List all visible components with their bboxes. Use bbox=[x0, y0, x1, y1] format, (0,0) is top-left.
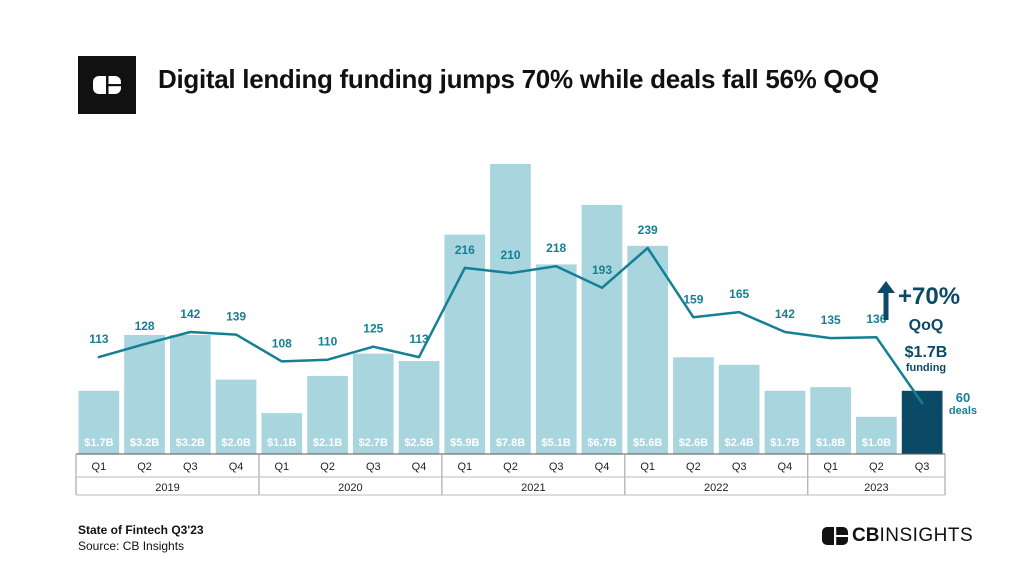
bar-5 bbox=[307, 375, 348, 454]
deals-label-11: 193 bbox=[592, 263, 612, 277]
bar-label-10: $5.1B bbox=[542, 437, 571, 449]
bar-label-6: $2.7B bbox=[359, 437, 388, 449]
year-label-2: 2021 bbox=[521, 482, 545, 494]
bar-10 bbox=[535, 264, 577, 454]
deals-label-10: 218 bbox=[546, 241, 566, 255]
bar-label-16: $1.8B bbox=[816, 437, 845, 449]
highlight-deals-label: deals bbox=[949, 405, 977, 417]
year-label-0: 2019 bbox=[155, 482, 179, 494]
year-label-3: 2022 bbox=[704, 482, 728, 494]
deals-label-6: 125 bbox=[363, 322, 383, 336]
cb-logo-icon bbox=[78, 56, 136, 114]
deals-label-9: 210 bbox=[500, 248, 520, 262]
brand-cb: CB bbox=[852, 525, 880, 546]
bar-1 bbox=[124, 335, 165, 454]
bar-2 bbox=[170, 335, 211, 454]
page-title: Digital lending funding jumps 70% while … bbox=[158, 64, 879, 94]
quarter-label-0: Q1 bbox=[92, 461, 107, 473]
year-label-1: 2020 bbox=[338, 482, 362, 494]
bar-label-1: $3.2B bbox=[130, 437, 159, 449]
bar-label-2: $3.2B bbox=[176, 437, 205, 449]
deals-label-15: 142 bbox=[775, 307, 795, 321]
bar-label-17: $1.0B bbox=[862, 437, 891, 449]
quarter-label-10: Q3 bbox=[549, 461, 564, 473]
deals-label-4: 108 bbox=[272, 336, 292, 350]
bar-12 bbox=[627, 245, 668, 454]
bar-17 bbox=[856, 416, 897, 454]
bar-label-13: $2.6B bbox=[679, 437, 708, 449]
report-title: State of Fintech Q3'23 bbox=[78, 523, 204, 537]
quarter-label-18: Q3 bbox=[915, 461, 930, 473]
deals-label-0: 113 bbox=[89, 332, 109, 346]
quarter-label-9: Q2 bbox=[503, 461, 518, 473]
year-label-4: 2023 bbox=[864, 482, 888, 494]
quarter-label-8: Q1 bbox=[457, 461, 472, 473]
highlight-period: QoQ bbox=[909, 317, 944, 334]
quarter-label-15: Q4 bbox=[778, 461, 793, 473]
bar-11 bbox=[581, 204, 623, 454]
bar-14 bbox=[718, 364, 760, 454]
deals-label-3: 139 bbox=[226, 310, 246, 324]
bar-4 bbox=[261, 413, 303, 454]
deals-label-16: 135 bbox=[821, 313, 841, 327]
deals-label-2: 142 bbox=[180, 307, 200, 321]
cb-insights-logo-icon bbox=[822, 527, 848, 545]
quarter-label-4: Q1 bbox=[274, 461, 289, 473]
deals-line bbox=[97, 246, 924, 405]
quarter-label-13: Q2 bbox=[686, 461, 701, 473]
bar-15 bbox=[764, 390, 806, 454]
bar-7 bbox=[398, 361, 440, 454]
deals-label-8: 216 bbox=[455, 243, 475, 257]
bar-8 bbox=[444, 234, 486, 454]
deals-label-12: 239 bbox=[638, 223, 658, 237]
highlight-funding-value: $1.7B bbox=[905, 344, 948, 361]
deals-label-13: 159 bbox=[683, 292, 703, 306]
quarter-label-1: Q2 bbox=[137, 461, 152, 473]
quarter-label-3: Q4 bbox=[229, 461, 244, 473]
quarter-label-17: Q2 bbox=[869, 461, 884, 473]
cb-insights-brand: CB INSIGHTS bbox=[822, 523, 973, 549]
quarter-label-5: Q2 bbox=[320, 461, 335, 473]
bar-label-8: $5.9B bbox=[450, 437, 479, 449]
deals-label-17: 136 bbox=[866, 312, 886, 326]
quarter-label-6: Q3 bbox=[366, 461, 381, 473]
bar-label-12: $5.6B bbox=[633, 437, 662, 449]
deals-label-1: 128 bbox=[135, 319, 155, 333]
highlight-funding-label: funding bbox=[906, 362, 946, 374]
bar-16 bbox=[810, 387, 851, 454]
bar-label-11: $6.7B bbox=[587, 437, 616, 449]
deals-label-7: 113 bbox=[409, 332, 429, 346]
quarter-label-2: Q3 bbox=[183, 461, 198, 473]
bar-18 bbox=[901, 390, 943, 454]
quarter-label-16: Q1 bbox=[823, 461, 838, 473]
bar-3 bbox=[215, 379, 257, 454]
source-note: Source: CB Insights bbox=[78, 539, 185, 553]
bar-label-3: $2.0B bbox=[221, 437, 250, 449]
deals-label-5: 110 bbox=[318, 335, 338, 349]
highlight-deals-value: 60 bbox=[956, 390, 970, 405]
bar-label-5: $2.1B bbox=[313, 437, 342, 449]
quarter-label-12: Q1 bbox=[640, 461, 655, 473]
highlight-percent: +70% bbox=[898, 283, 960, 310]
bar-label-0: $1.7B bbox=[84, 437, 113, 449]
bar-label-4: $1.1B bbox=[267, 437, 296, 449]
deals-label-14: 165 bbox=[729, 287, 749, 301]
bar-6 bbox=[352, 353, 394, 454]
quarter-label-14: Q3 bbox=[732, 461, 747, 473]
brand-insights: INSIGHTS bbox=[879, 525, 974, 546]
bar-label-14: $2.4B bbox=[725, 437, 754, 449]
quarter-label-7: Q4 bbox=[412, 461, 427, 473]
bar-9 bbox=[490, 164, 531, 454]
bar-13 bbox=[673, 357, 714, 454]
quarter-label-11: Q4 bbox=[595, 461, 610, 473]
bar-label-9: $7.8B bbox=[496, 437, 525, 449]
bar-label-7: $2.5B bbox=[404, 437, 433, 449]
up-arrow-icon bbox=[877, 281, 895, 293]
bar-label-15: $1.7B bbox=[770, 437, 799, 449]
bar-0 bbox=[78, 390, 120, 454]
